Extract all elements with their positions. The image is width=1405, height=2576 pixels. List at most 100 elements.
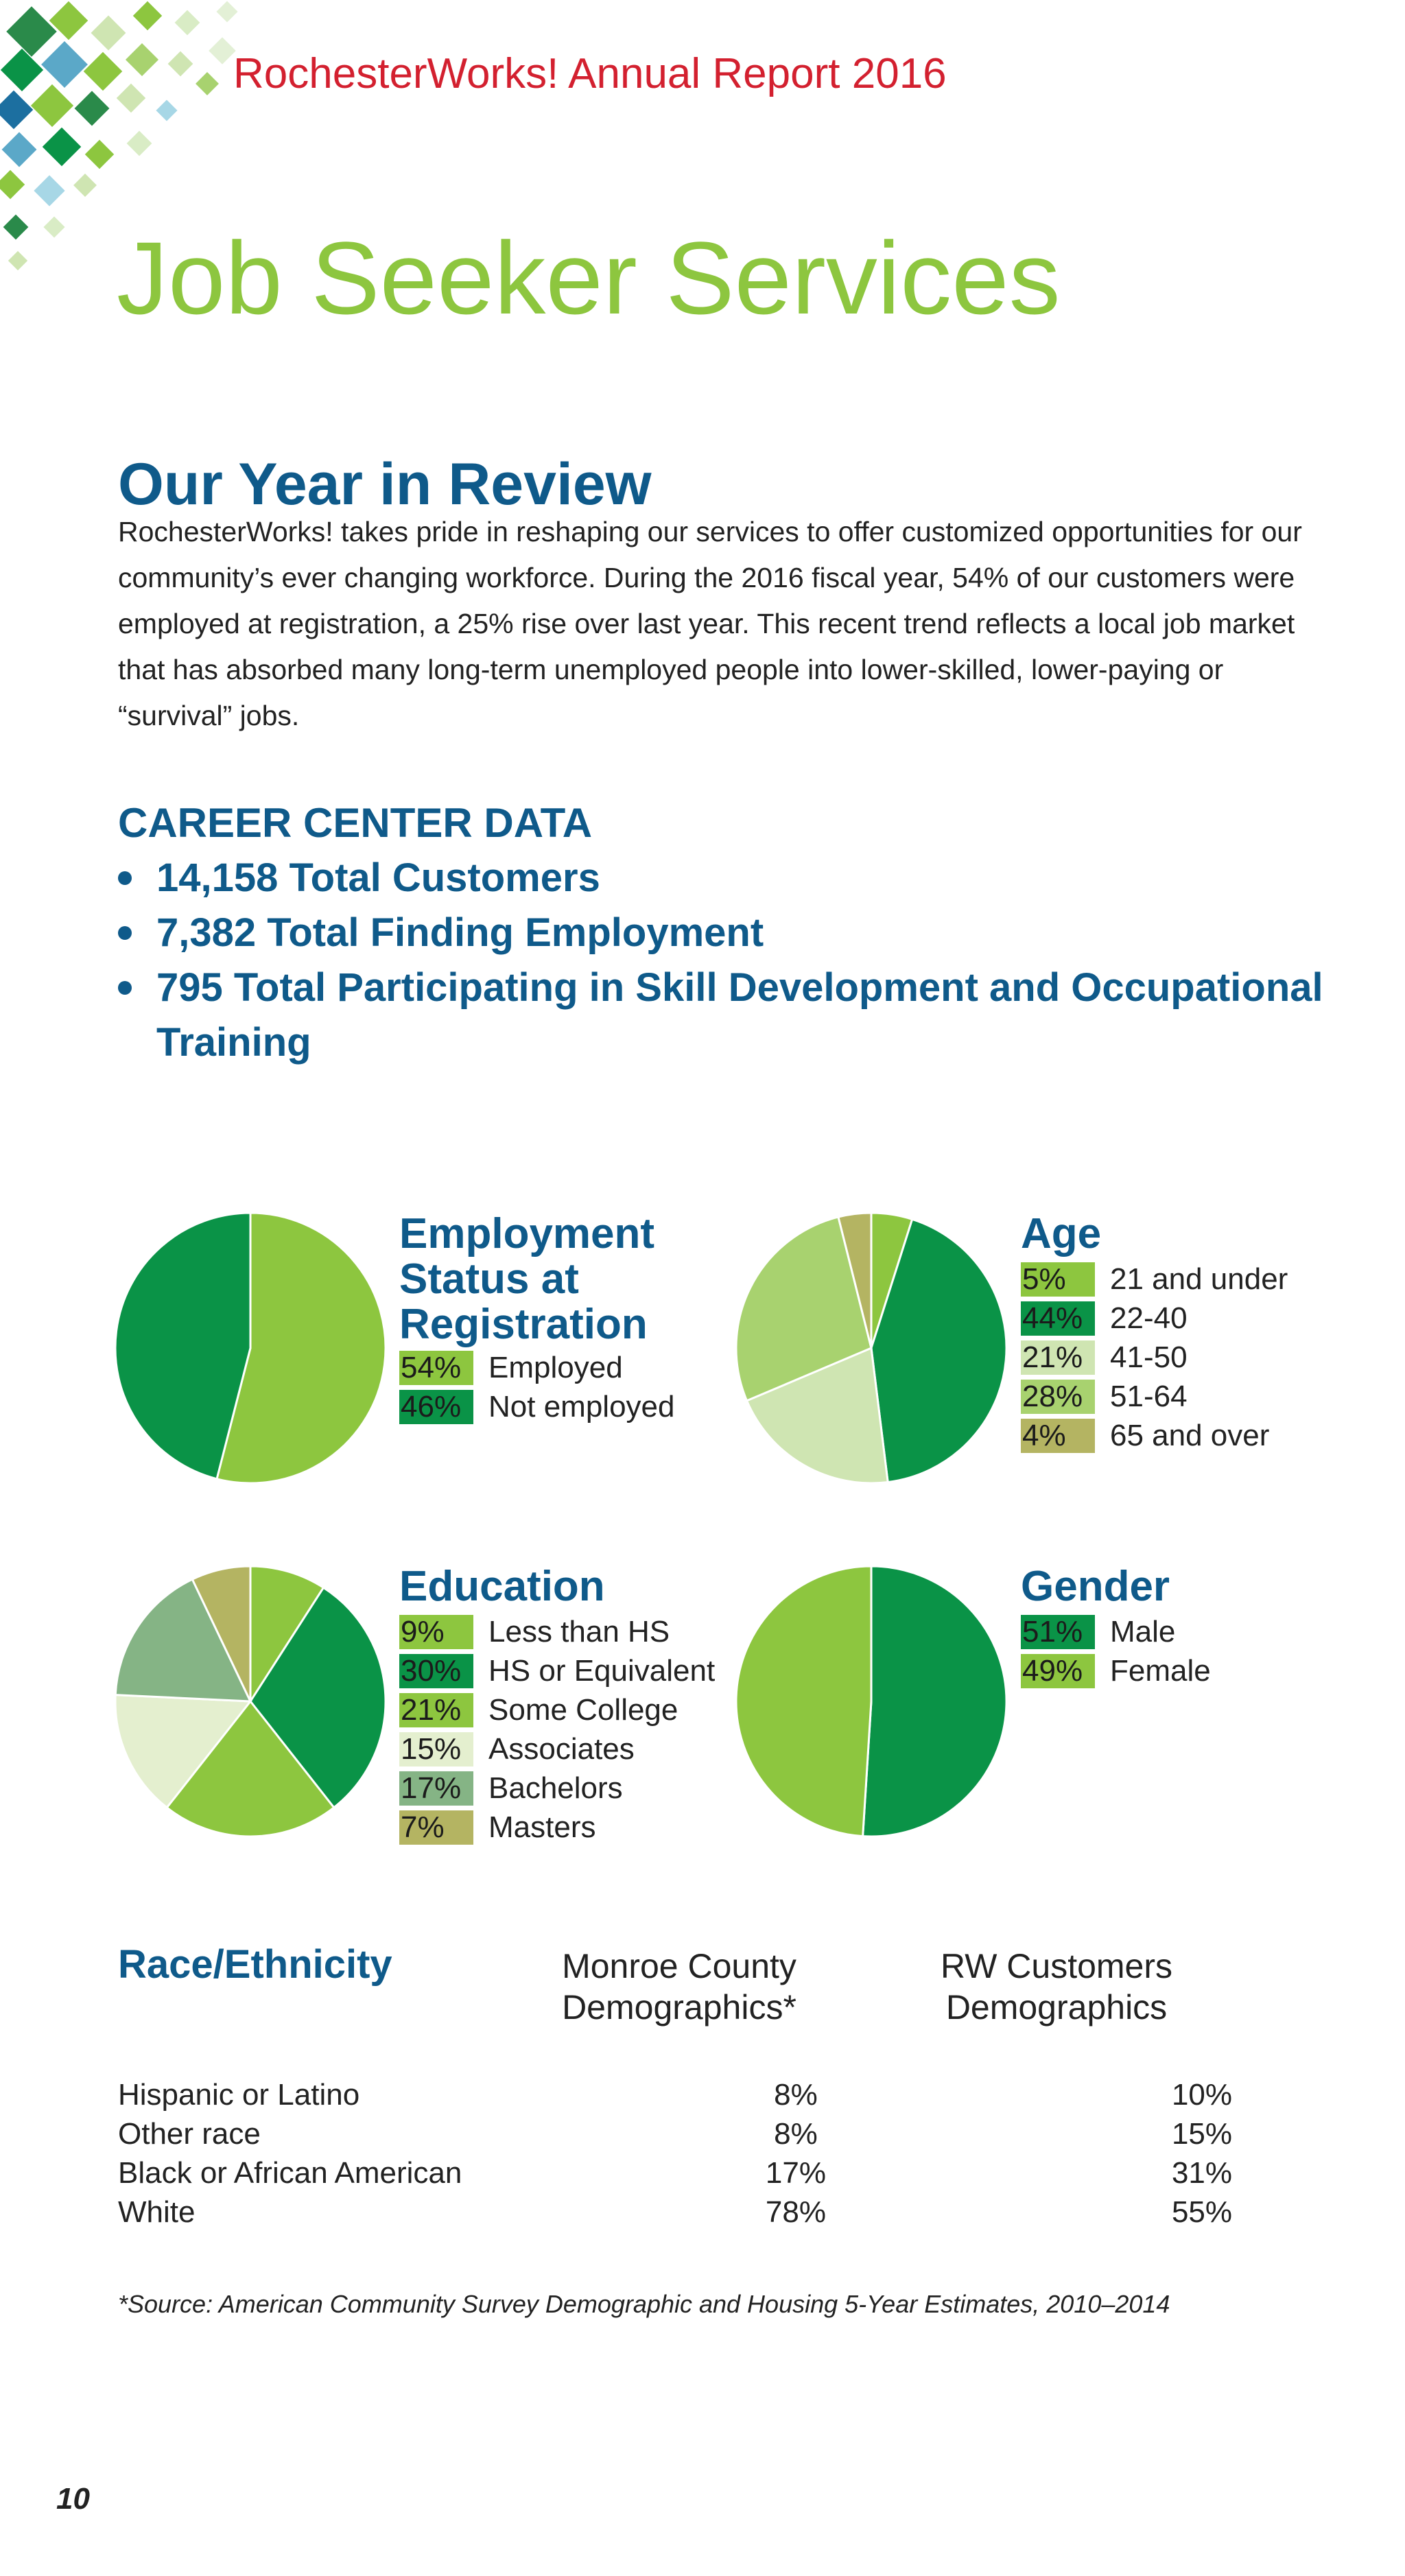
pie-slice-less-than-hs xyxy=(249,1565,325,1705)
legend-item: 4% 65 and over xyxy=(1021,1416,1288,1455)
pie-slice-not-employed xyxy=(114,1212,252,1480)
legend-label: Not employed xyxy=(488,1389,675,1423)
legend-label: Associates xyxy=(488,1732,635,1766)
legend-label: 51-64 xyxy=(1110,1379,1188,1413)
race-label: Hispanic or Latino xyxy=(118,2077,360,2112)
education-pie-chart xyxy=(114,1565,387,1838)
intro-paragraph: RochesterWorks! takes pride in reshaping… xyxy=(118,516,1302,731)
mosaic-tile xyxy=(42,127,82,167)
legend-item: 9% Less than HS xyxy=(399,1612,715,1651)
employment-legend: 54% Employed 46% Not employed xyxy=(399,1348,674,1426)
legend-value: 30% xyxy=(399,1653,473,1688)
mosaic-tile xyxy=(0,169,25,200)
mosaic-tile xyxy=(126,130,152,156)
legend-item: 28% 51-64 xyxy=(1021,1377,1288,1416)
legend-label: Some College xyxy=(488,1692,678,1727)
legend-value: 21% xyxy=(1021,1340,1095,1375)
mosaic-tile xyxy=(0,90,34,130)
legend-item: 5% 21 and under xyxy=(1021,1260,1288,1299)
pie-slice-male xyxy=(862,1565,1008,1838)
rw-column-header: RW Customers Demographics xyxy=(940,1947,1172,2026)
legend-item: 49% Female xyxy=(1021,1651,1211,1690)
mosaic-tile xyxy=(43,216,65,238)
pie-slice-female xyxy=(735,1565,873,1838)
legend-label: Bachelors xyxy=(488,1771,623,1805)
mosaic-tile xyxy=(196,72,219,95)
legend-value: 21% xyxy=(399,1692,473,1727)
mosaic-tile xyxy=(0,48,44,92)
gender-legend: 51% Male 49% Female xyxy=(1021,1612,1211,1690)
bullet-icon xyxy=(118,981,132,995)
mosaic-tile xyxy=(41,41,88,88)
table-row: Black or African American 17% 31% xyxy=(118,2153,1405,2193)
legend-label: Employed xyxy=(488,1350,623,1384)
mosaic-tile xyxy=(73,174,97,197)
legend-label: 21 and under xyxy=(1110,1262,1288,1296)
age-legend: 5% 21 and under 44% 22-40 21% 41-50 28% 51-64 4%… xyxy=(1021,1260,1288,1455)
monroe-value: 78% xyxy=(765,2195,826,2229)
legend-item: 30% HS or Equivalent xyxy=(399,1651,715,1690)
mosaic-tile xyxy=(216,1,238,23)
bullet-icon xyxy=(118,926,132,940)
mosaic-tile xyxy=(30,84,74,128)
career-center-heading: CAREER CENTER DATA xyxy=(118,800,593,846)
table-row: White 78% 55% xyxy=(118,2193,1405,2232)
mosaic-tile xyxy=(132,1,163,31)
decorative-mosaic xyxy=(0,1,238,271)
monroe-column-header: Monroe County Demographics* xyxy=(562,1947,796,2026)
legend-item: 21% 41-50 xyxy=(1021,1338,1288,1377)
legend-label: 41-50 xyxy=(1110,1340,1188,1374)
mosaic-tile xyxy=(167,51,193,77)
rw-value: 31% xyxy=(1171,2155,1233,2190)
pie-slice-some-college xyxy=(165,1699,335,1838)
employment-pie-chart xyxy=(114,1212,387,1485)
report-title: RochesterWorks! Annual Report 2016 xyxy=(233,50,947,97)
section-title: Job Seeker Services xyxy=(117,220,1061,335)
legend-value: 44% xyxy=(1021,1301,1095,1336)
mosaic-tile xyxy=(125,43,159,77)
legend-item: 46% Not employed xyxy=(399,1387,674,1426)
mosaic-tile xyxy=(91,15,126,51)
career-center-list: 14,158 Total Customers 7,382 Total Findi… xyxy=(118,851,1325,1070)
bullet-icon xyxy=(118,871,132,885)
table-row: Other race 8% 15% xyxy=(118,2114,1405,2153)
legend-label: Masters xyxy=(488,1810,596,1844)
race-table: Hispanic or Latino 8% 10% Other race 8% … xyxy=(118,2075,1405,2232)
race-heading: Race/Ethnicity xyxy=(118,1942,392,1987)
source-footnote: *Source: American Community Survey Demog… xyxy=(118,2290,1170,2318)
legend-label: Female xyxy=(1110,1653,1211,1688)
monroe-value: 8% xyxy=(774,2077,818,2112)
legend-value: 28% xyxy=(1021,1379,1095,1414)
career-item: 795 Total Participating in Skill Develop… xyxy=(118,960,1325,1070)
mosaic-tile xyxy=(156,99,178,121)
career-item: 14,158 Total Customers xyxy=(118,851,1325,906)
rw-value: 15% xyxy=(1171,2116,1233,2151)
legend-label: 65 and over xyxy=(1110,1418,1270,1452)
mosaic-tile xyxy=(6,6,57,57)
legend-item: 7% Masters xyxy=(399,1808,715,1847)
pie-slice-hs-or-equivalent xyxy=(249,1586,387,1809)
legend-item: 17% Bachelors xyxy=(399,1769,715,1808)
mosaic-tile xyxy=(1,132,37,167)
pie-slice-22-40 xyxy=(870,1218,1008,1484)
education-legend: 9% Less than HS 30% HS or Equivalent 21% Some… xyxy=(399,1612,715,1847)
career-center-section: CAREER CENTER DATA 14,158 Total Customer… xyxy=(118,796,1325,1070)
legend-value: 5% xyxy=(1021,1262,1095,1297)
race-label: White xyxy=(118,2195,196,2229)
pie-slice-41-50 xyxy=(745,1346,889,1485)
mosaic-tile xyxy=(8,250,28,271)
legend-label: Male xyxy=(1110,1614,1176,1649)
table-row: Hispanic or Latino 8% 10% xyxy=(118,2075,1405,2114)
age-pie-chart xyxy=(735,1212,1008,1485)
legend-item: 44% 22-40 xyxy=(1021,1299,1288,1338)
gender-chart-title: Gender xyxy=(1021,1563,1170,1610)
review-heading: Our Year in Review xyxy=(118,451,652,518)
monroe-value: 17% xyxy=(765,2155,826,2190)
legend-label: Less than HS xyxy=(488,1614,670,1649)
legend-value: 49% xyxy=(1021,1653,1095,1688)
pie-slice-bachelors xyxy=(114,1578,252,1703)
pie-slice-masters xyxy=(191,1565,252,1702)
legend-value: 17% xyxy=(399,1771,473,1806)
legend-value: 15% xyxy=(399,1732,473,1766)
mosaic-tile xyxy=(116,83,146,113)
